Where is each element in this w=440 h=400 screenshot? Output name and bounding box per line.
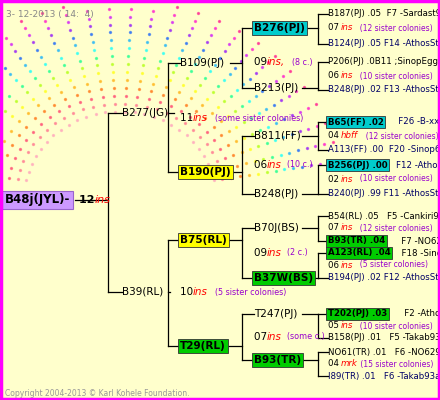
Text: 04: 04 [328, 132, 342, 140]
Text: hbff: hbff [341, 132, 358, 140]
Text: (15 sister colonies): (15 sister colonies) [358, 360, 433, 368]
Text: B276(PJ): B276(PJ) [254, 23, 305, 33]
Text: B48j(JYL)-: B48j(JYL)- [5, 194, 70, 206]
Text: ins: ins [267, 332, 282, 342]
Text: ins: ins [341, 260, 353, 270]
Text: 07: 07 [328, 224, 342, 232]
Text: 06: 06 [328, 260, 342, 270]
Text: ins: ins [95, 195, 111, 205]
Text: F18 -Sinop62R: F18 -Sinop62R [396, 248, 440, 258]
Text: ins: ins [193, 113, 208, 123]
Text: ins: ins [193, 287, 208, 297]
Text: B187(PJ) .05  F7 -Sardast93R: B187(PJ) .05 F7 -Sardast93R [328, 10, 440, 18]
Text: B811(FF): B811(FF) [254, 131, 301, 141]
Text: B256(PJ) .00: B256(PJ) .00 [328, 160, 388, 170]
Text: B213(PJ): B213(PJ) [254, 83, 298, 93]
Text: (8 c.): (8 c.) [287, 58, 313, 66]
Text: F26 -B-xxx43: F26 -B-xxx43 [390, 118, 440, 126]
Text: ins: ins [267, 248, 282, 258]
Text: ins,: ins, [267, 57, 285, 67]
Text: 09: 09 [254, 57, 270, 67]
Text: ins: ins [341, 72, 353, 80]
Text: 04: 04 [328, 360, 342, 368]
Text: T29(RL): T29(RL) [180, 341, 226, 351]
Text: 07: 07 [254, 332, 270, 342]
Text: F12 -AthosStI80R: F12 -AthosStI80R [396, 160, 440, 170]
Text: A123(RL) .04: A123(RL) .04 [328, 248, 391, 258]
Text: B65(FF) .02: B65(FF) .02 [328, 118, 384, 126]
Text: (12 sister colonies): (12 sister colonies) [361, 132, 439, 140]
Text: ins: ins [267, 160, 282, 170]
Text: T247(PJ): T247(PJ) [254, 309, 297, 319]
Text: 06: 06 [328, 72, 342, 80]
Text: I89(TR) .01   F6 -Takab93aR: I89(TR) .01 F6 -Takab93aR [328, 372, 440, 380]
Text: 02: 02 [328, 174, 342, 184]
Text: B124(PJ) .05 F14 -AthosStI80R: B124(PJ) .05 F14 -AthosStI80R [328, 40, 440, 48]
Text: 09: 09 [254, 248, 270, 258]
Text: (10 sister colonies): (10 sister colonies) [355, 72, 433, 80]
Text: F2 -Athos00R: F2 -Athos00R [396, 310, 440, 318]
Text: 12: 12 [79, 195, 99, 205]
Text: B240(PJ) .99 F11 -AthosStI80R: B240(PJ) .99 F11 -AthosStI80R [328, 190, 440, 198]
Text: B158(PJ) .01   F5 -Takab93R: B158(PJ) .01 F5 -Takab93R [328, 334, 440, 342]
Text: ins: ins [341, 174, 353, 184]
Text: (2 c.): (2 c.) [282, 248, 308, 258]
Text: B37W(BS): B37W(BS) [254, 273, 313, 283]
Text: NO61(TR) .01   F6 -NO6294R: NO61(TR) .01 F6 -NO6294R [328, 348, 440, 356]
Text: 11: 11 [180, 113, 197, 123]
Text: 05: 05 [328, 322, 342, 330]
Text: B75(RL): B75(RL) [180, 235, 227, 245]
Text: (5 sister colonies): (5 sister colonies) [210, 288, 286, 296]
Text: 3- 12-2013 ( 14:  4): 3- 12-2013 ( 14: 4) [6, 10, 94, 19]
Text: (some c.): (some c.) [282, 332, 325, 342]
Text: P206(PJ) .0B11 ;SinopEgg86R: P206(PJ) .0B11 ;SinopEgg86R [328, 58, 440, 66]
Text: B109(PJ): B109(PJ) [180, 58, 224, 68]
Text: (12 sister colonies): (12 sister colonies) [355, 24, 433, 32]
Text: B93(TR): B93(TR) [254, 355, 301, 365]
Text: B93(TR) .04: B93(TR) .04 [328, 236, 385, 246]
Text: mrk: mrk [341, 360, 358, 368]
Text: T202(PJ) .03: T202(PJ) .03 [328, 310, 387, 318]
Text: (10 sister colonies): (10 sister colonies) [355, 322, 433, 330]
Text: (10 sister colonies): (10 sister colonies) [355, 174, 433, 184]
Text: ins: ins [341, 224, 353, 232]
Text: F7 -NO6294R: F7 -NO6294R [393, 236, 440, 246]
Text: Copyright 2004-2013 © Karl Kohele Foundation.: Copyright 2004-2013 © Karl Kohele Founda… [5, 388, 190, 398]
Text: B70J(BS): B70J(BS) [254, 223, 299, 233]
Text: B194(PJ) .02 F12 -AthosStI80R: B194(PJ) .02 F12 -AthosStI80R [328, 274, 440, 282]
Text: B248(PJ) .02 F13 -AthosStI80R: B248(PJ) .02 F13 -AthosStI80R [328, 86, 440, 94]
Text: (10 c.): (10 c.) [282, 160, 313, 170]
Text: 10: 10 [180, 287, 196, 297]
Text: 07: 07 [328, 24, 342, 32]
Text: B39(RL): B39(RL) [122, 287, 163, 297]
Text: ins: ins [341, 24, 353, 32]
Text: 06: 06 [254, 160, 270, 170]
Text: (12 sister colonies): (12 sister colonies) [355, 224, 433, 232]
Text: B54(RL) .05   F5 -Cankiri97Q: B54(RL) .05 F5 -Cankiri97Q [328, 212, 440, 220]
Text: B277(JG): B277(JG) [122, 108, 168, 118]
Text: B190(PJ): B190(PJ) [180, 167, 231, 177]
Text: (some sister colonies): (some sister colonies) [210, 114, 303, 122]
Text: A113(FF) .00  F20 -Sinop62R: A113(FF) .00 F20 -Sinop62R [328, 146, 440, 154]
Text: ins: ins [341, 322, 353, 330]
Text: B248(PJ): B248(PJ) [254, 189, 298, 199]
Text: (5 sister colonies): (5 sister colonies) [355, 260, 428, 270]
